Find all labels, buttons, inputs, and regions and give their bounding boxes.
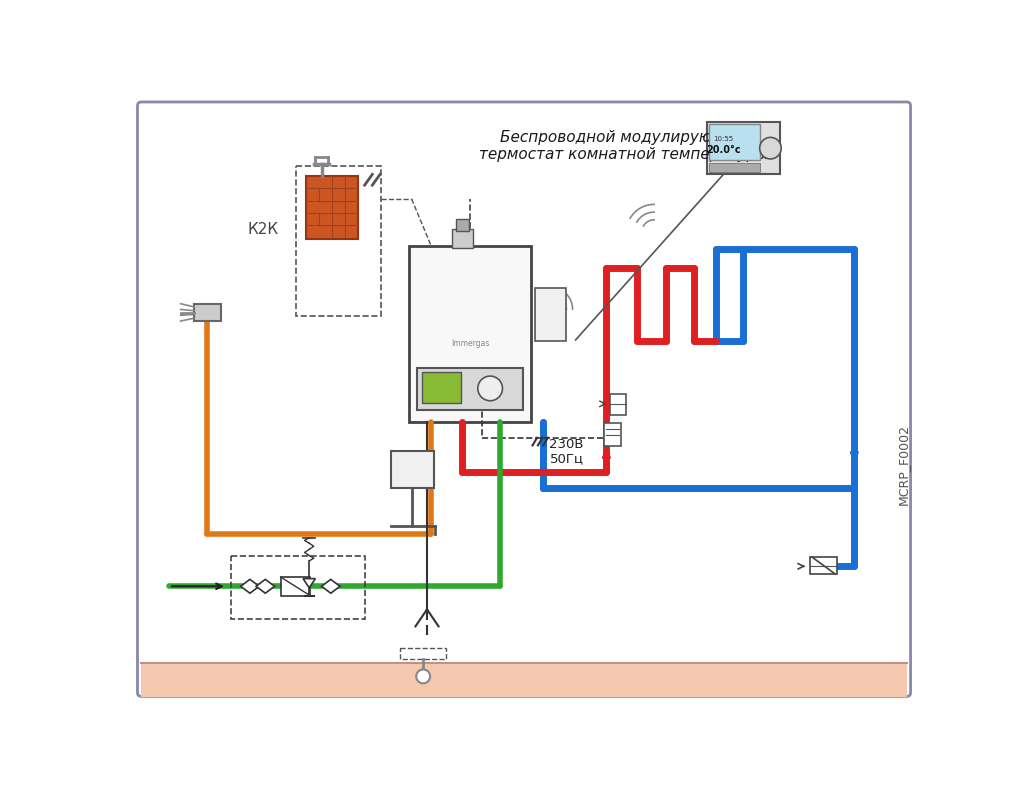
Bar	[296, 166, 381, 316]
Bar	[281, 577, 310, 596]
Text: Беспроводной модулирующий
термостат комнатной температуры: Беспроводной модулирующий термостат комн…	[479, 130, 768, 162]
Bar	[709, 163, 761, 172]
Bar	[452, 229, 473, 247]
Bar	[194, 304, 220, 322]
Polygon shape	[256, 580, 274, 593]
Bar	[410, 246, 531, 421]
Bar	[456, 219, 469, 230]
Bar	[391, 451, 434, 488]
Bar	[417, 367, 523, 410]
Text: 230В
50Гц: 230В 50Гц	[550, 438, 584, 466]
Bar	[810, 557, 838, 574]
Bar	[604, 423, 621, 446]
Text: 20.0°c: 20.0°c	[707, 145, 740, 154]
Bar	[535, 288, 565, 341]
Bar	[400, 648, 446, 659]
Bar	[141, 663, 906, 697]
Bar	[609, 394, 627, 415]
Circle shape	[416, 669, 430, 683]
Bar	[230, 555, 366, 619]
Polygon shape	[241, 580, 259, 593]
Bar	[422, 372, 461, 403]
Circle shape	[478, 376, 503, 401]
FancyBboxPatch shape	[137, 102, 910, 696]
Circle shape	[760, 137, 781, 159]
Text: MCRP_F0002: MCRP_F0002	[896, 425, 909, 505]
Polygon shape	[322, 580, 340, 593]
Text: К2К: К2К	[248, 222, 279, 237]
Text: Immergas: Immergas	[451, 339, 489, 348]
Bar	[306, 176, 358, 239]
Bar	[707, 122, 779, 174]
Bar	[709, 124, 761, 160]
Polygon shape	[303, 579, 315, 588]
Text: 10:55: 10:55	[714, 136, 733, 142]
